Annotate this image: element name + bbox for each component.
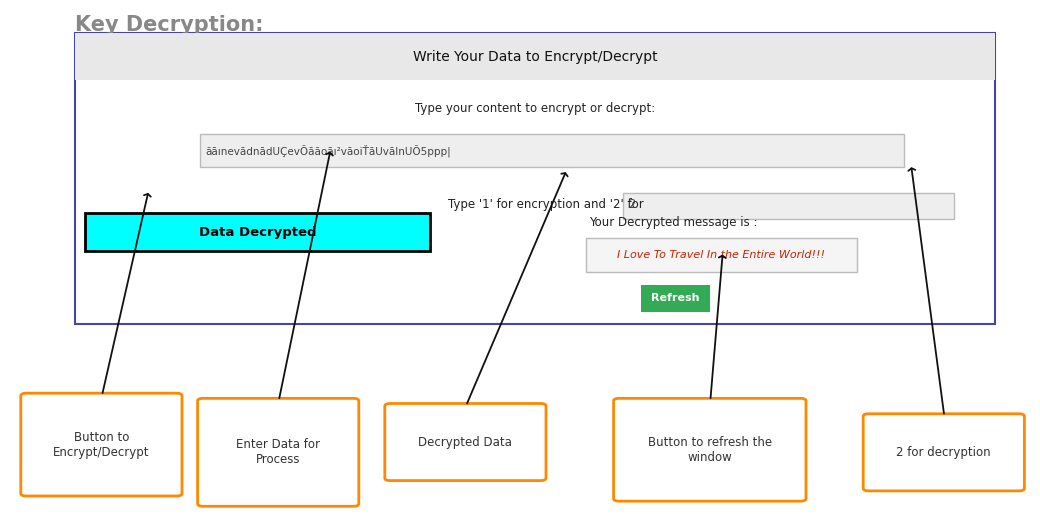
Text: Your Decrypted message is :: Your Decrypted message is :	[589, 216, 757, 229]
Text: Key Decryption:: Key Decryption:	[75, 15, 263, 35]
Text: Enter Data for
Process: Enter Data for Process	[236, 438, 320, 466]
Text: ãāınevādnādUÇevÕāãoāı²vāoiŤāUvālnUÕ5ppp|: ãāınevādnādUÇevÕāãoāı²vāoiŤāUvālnUÕ5ppp|	[205, 144, 450, 157]
FancyBboxPatch shape	[198, 398, 359, 506]
Text: Decrypted Data: Decrypted Data	[418, 435, 513, 449]
Text: Write Your Data to Encrypt/Decrypt: Write Your Data to Encrypt/Decrypt	[413, 49, 657, 64]
Text: I Love To Travel In the Entire World!!!: I Love To Travel In the Entire World!!!	[618, 250, 826, 260]
Text: Button to
Encrypt/Decrypt: Button to Encrypt/Decrypt	[53, 431, 150, 458]
FancyBboxPatch shape	[200, 134, 904, 167]
Text: Type '1' for encryption and '2' for: Type '1' for encryption and '2' for	[447, 198, 644, 211]
FancyBboxPatch shape	[85, 213, 431, 251]
Text: Type your content to encrypt or decrypt:: Type your content to encrypt or decrypt:	[415, 102, 655, 116]
Text: 2: 2	[628, 198, 635, 211]
Text: Refresh: Refresh	[651, 293, 700, 303]
FancyBboxPatch shape	[75, 33, 995, 324]
FancyBboxPatch shape	[75, 33, 995, 80]
FancyBboxPatch shape	[21, 393, 182, 496]
Text: 2 for decryption: 2 for decryption	[896, 446, 991, 459]
FancyBboxPatch shape	[623, 193, 954, 219]
FancyBboxPatch shape	[385, 403, 546, 481]
Text: Data Decrypted: Data Decrypted	[199, 226, 316, 239]
FancyBboxPatch shape	[614, 398, 806, 501]
FancyBboxPatch shape	[863, 414, 1024, 491]
Text: Button to refresh the
window: Button to refresh the window	[648, 436, 772, 464]
FancyBboxPatch shape	[586, 238, 857, 271]
FancyBboxPatch shape	[641, 285, 710, 312]
